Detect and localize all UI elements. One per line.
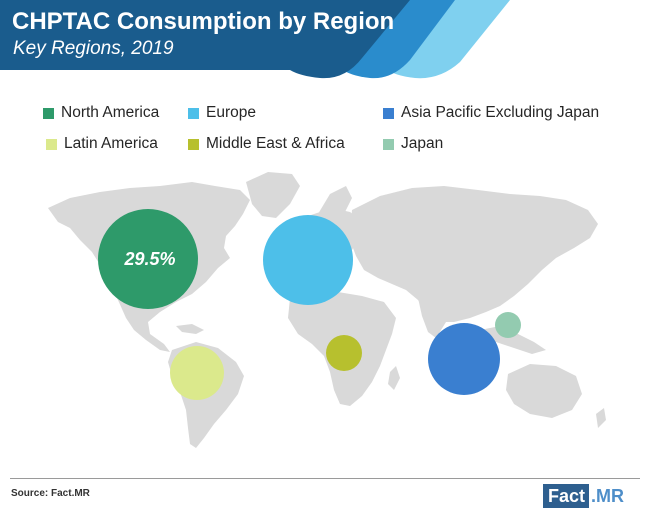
bubble-europe bbox=[263, 215, 353, 305]
bubble-latin-america bbox=[170, 346, 224, 400]
bubble-label-north-america: 29.5% bbox=[123, 249, 175, 269]
legend-swatch-japan bbox=[383, 138, 394, 150]
legend-item-japan: Japan bbox=[383, 134, 443, 154]
legend-label-middle-east-africa: Middle East & Africa bbox=[206, 135, 345, 152]
legend-swatch-north-america bbox=[43, 107, 54, 119]
map-landmasses bbox=[48, 172, 606, 448]
legend-item-north-america: North America bbox=[43, 103, 159, 123]
landmass-greenland bbox=[246, 172, 300, 218]
landmass-asia bbox=[350, 186, 598, 322]
footer-divider bbox=[10, 478, 640, 479]
chart-subtitle: Key Regions, 2019 bbox=[13, 38, 174, 59]
legend-swatch-asia-pacific bbox=[383, 107, 394, 119]
region-bubbles: 29.5% bbox=[98, 209, 521, 400]
logo-fact-text: Fact bbox=[543, 484, 590, 508]
landmass-scandinavia bbox=[318, 186, 352, 214]
source-note: Source: Fact.MR bbox=[11, 488, 90, 499]
legend-item-europe: Europe bbox=[188, 103, 256, 123]
landmass-new-zealand bbox=[596, 408, 606, 428]
legend-item-asia-pacific: Asia Pacific Excluding Japan bbox=[383, 103, 599, 123]
logo-mr-text: .MR bbox=[591, 486, 625, 506]
legend-swatch-middle-east-africa bbox=[188, 138, 199, 150]
bubble-japan bbox=[495, 312, 521, 338]
chart-title: CHPTAC Consumption by Region bbox=[12, 8, 395, 35]
bubble-middle-east-africa bbox=[326, 335, 362, 371]
legend-label-asia-pacific: Asia Pacific Excluding Japan bbox=[401, 104, 600, 121]
header-banner: CHPTAC Consumption by Region Key Regions… bbox=[0, 0, 650, 82]
bubble-north-america bbox=[98, 209, 198, 309]
legend-swatch-europe bbox=[188, 107, 199, 119]
legend-label-north-america: North America bbox=[61, 104, 160, 121]
landmass-australia bbox=[506, 364, 582, 418]
landmass-caribbean bbox=[176, 324, 204, 334]
landmass-japan bbox=[532, 236, 546, 262]
landmass-southeast-asia bbox=[480, 326, 546, 354]
world-map: 29.5% bbox=[48, 172, 606, 448]
bubble-asia-pacific bbox=[428, 323, 500, 395]
legend-label-japan: Japan bbox=[401, 135, 444, 152]
legend-label-latin-america: Latin America bbox=[64, 135, 158, 152]
factmr-logo: Fact .MR bbox=[543, 484, 626, 508]
legend-label-europe: Europe bbox=[206, 104, 256, 121]
legend-swatch-latin-america bbox=[46, 138, 57, 150]
landmass-madagascar bbox=[388, 366, 400, 390]
legend-item-latin-america: Latin America bbox=[46, 134, 158, 154]
header-wave-graphic bbox=[0, 0, 510, 79]
landmass-india bbox=[418, 296, 450, 338]
legend-item-middle-east-africa: Middle East & Africa bbox=[188, 134, 345, 154]
